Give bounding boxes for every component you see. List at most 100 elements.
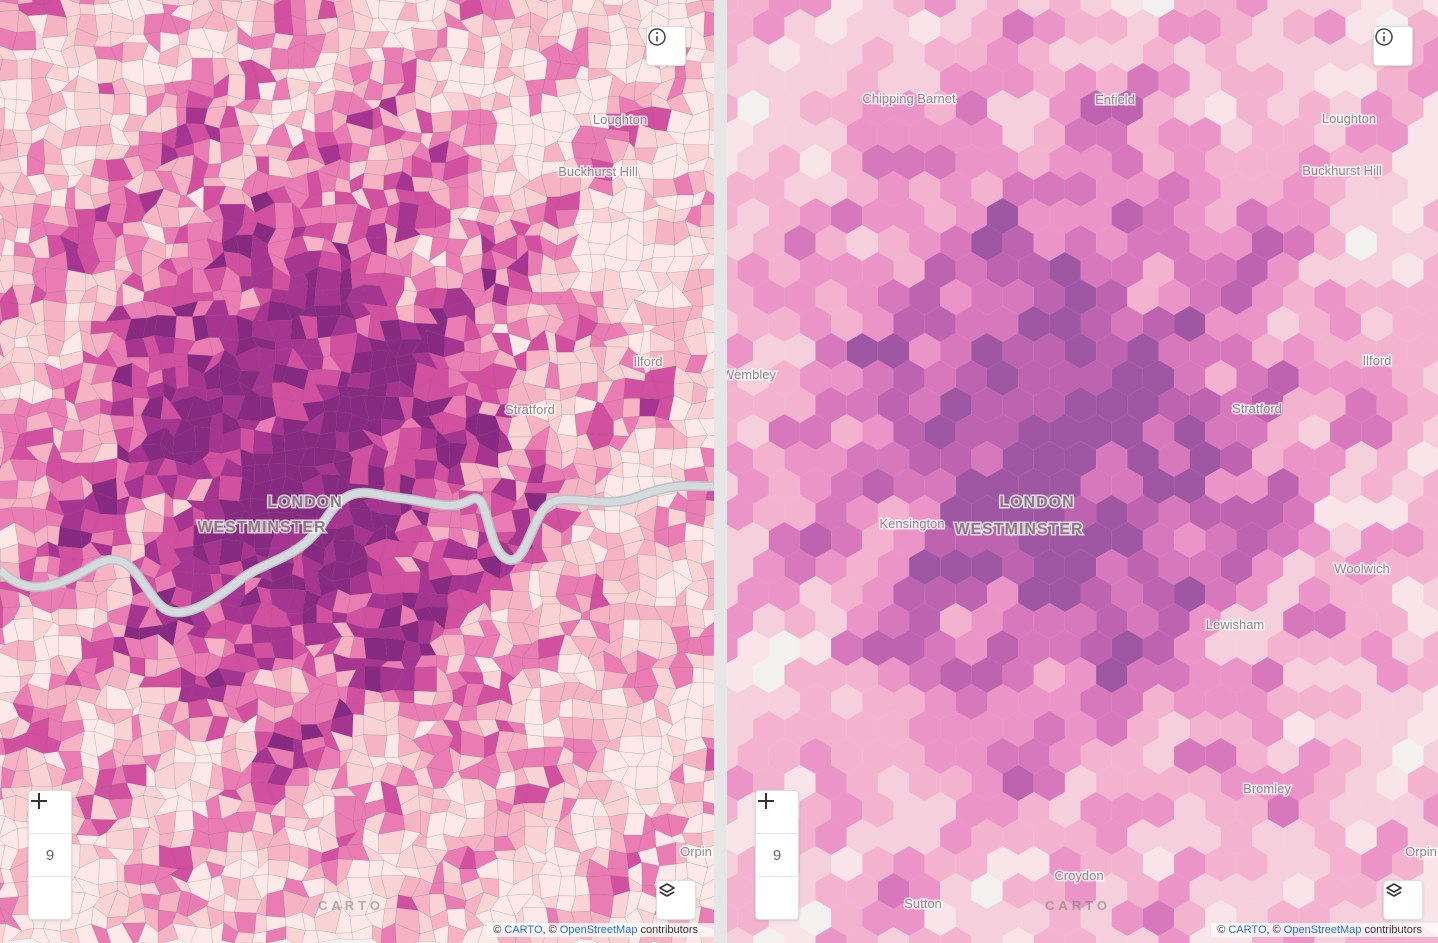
layers-button[interactable] <box>1383 880 1423 920</box>
region <box>698 896 714 911</box>
region <box>226 831 244 853</box>
place-label: Enfield <box>1095 92 1135 107</box>
layers-icon <box>659 883 675 897</box>
hexbin <box>727 387 754 423</box>
hexbin <box>1002 927 1034 943</box>
hexbin <box>1345 441 1377 477</box>
hexbin <box>893 36 925 72</box>
hexbin <box>1189 765 1221 801</box>
region <box>618 735 645 755</box>
region <box>702 864 714 887</box>
info-button[interactable] <box>646 26 686 66</box>
region <box>701 283 714 307</box>
hexbin <box>1174 0 1206 18</box>
hexbin <box>1361 738 1393 774</box>
carto-link[interactable]: CARTO <box>504 924 543 936</box>
hexbin <box>1392 684 1424 720</box>
hexbin <box>1298 0 1330 18</box>
hexbin <box>1189 657 1221 693</box>
osm-link[interactable]: OpenStreetMap <box>559 924 638 936</box>
hexbin <box>940 63 972 99</box>
hexbin <box>1314 657 1346 693</box>
hexbin <box>955 144 987 180</box>
hexbin <box>1080 576 1112 612</box>
carto-link[interactable]: CARTO <box>1228 924 1267 936</box>
region <box>698 878 714 902</box>
hexbin <box>1267 576 1299 612</box>
region <box>697 269 714 289</box>
region <box>79 3 96 16</box>
region <box>185 106 208 125</box>
place-label: Ilford <box>1363 353 1392 368</box>
hexbin <box>1361 252 1393 288</box>
place-label: WESTMINSTER <box>197 519 326 536</box>
hexbin <box>955 90 987 126</box>
region <box>697 253 714 270</box>
info-button[interactable] <box>1373 26 1413 66</box>
region <box>708 108 714 132</box>
hexbin <box>1158 495 1190 531</box>
region <box>0 292 6 301</box>
hexbin <box>799 144 832 180</box>
hexbin <box>737 738 769 774</box>
hexbin <box>924 36 956 72</box>
hexbin <box>1127 927 1159 943</box>
hexbin <box>815 549 847 585</box>
hexbin <box>1267 414 1299 450</box>
hexbin <box>727 848 738 880</box>
region <box>0 187 5 199</box>
hexbin <box>987 252 1019 288</box>
hexbin <box>1283 63 1315 99</box>
hexbin <box>1220 549 1252 585</box>
carto-logo: CARTO <box>318 898 384 913</box>
region <box>321 191 336 207</box>
hexbin <box>727 657 754 693</box>
hexbin <box>1423 252 1438 288</box>
zoom-out[interactable] <box>756 800 798 919</box>
hexbin <box>1142 522 1175 558</box>
zoom-out[interactable] <box>29 800 71 919</box>
hexbin <box>1329 738 1362 774</box>
hexbin <box>1189 279 1221 315</box>
hexbin <box>909 765 941 801</box>
hexbin <box>1205 792 1237 828</box>
osm-link[interactable]: OpenStreetMap <box>1283 924 1362 936</box>
hexbin <box>727 495 754 531</box>
hexbin <box>1205 414 1237 450</box>
hexbin <box>1283 819 1315 855</box>
hexbin <box>737 360 769 396</box>
hexbin <box>831 90 863 126</box>
hexbin <box>1423 522 1438 558</box>
hexbin <box>893 306 925 342</box>
hexbin <box>1064 657 1097 693</box>
hexbin <box>1329 576 1362 612</box>
hexbin <box>862 468 894 504</box>
hexbin <box>1361 306 1393 342</box>
region <box>702 526 714 547</box>
hexbin <box>831 468 863 504</box>
hexbin <box>1205 306 1237 342</box>
hexbin <box>1049 630 1081 666</box>
hexbin <box>799 306 832 342</box>
hexbin <box>1142 738 1175 774</box>
hexbin <box>768 738 800 774</box>
region <box>580 362 599 385</box>
layers-button[interactable] <box>656 880 696 920</box>
hexbin <box>1252 603 1284 639</box>
hexbin <box>1080 738 1112 774</box>
hexbin <box>831 414 863 450</box>
hexbin <box>1002 765 1034 801</box>
hexbin <box>846 225 878 261</box>
hexbin <box>1252 117 1284 153</box>
hexbin <box>1252 387 1284 423</box>
hexbin <box>1111 576 1143 612</box>
hexbin <box>1205 684 1237 720</box>
region <box>0 255 15 272</box>
region <box>702 845 714 868</box>
hexbin <box>1345 387 1377 423</box>
region <box>335 431 350 453</box>
hexbin <box>727 765 754 801</box>
region <box>622 462 641 479</box>
hexbin <box>924 306 956 342</box>
region <box>380 922 397 943</box>
